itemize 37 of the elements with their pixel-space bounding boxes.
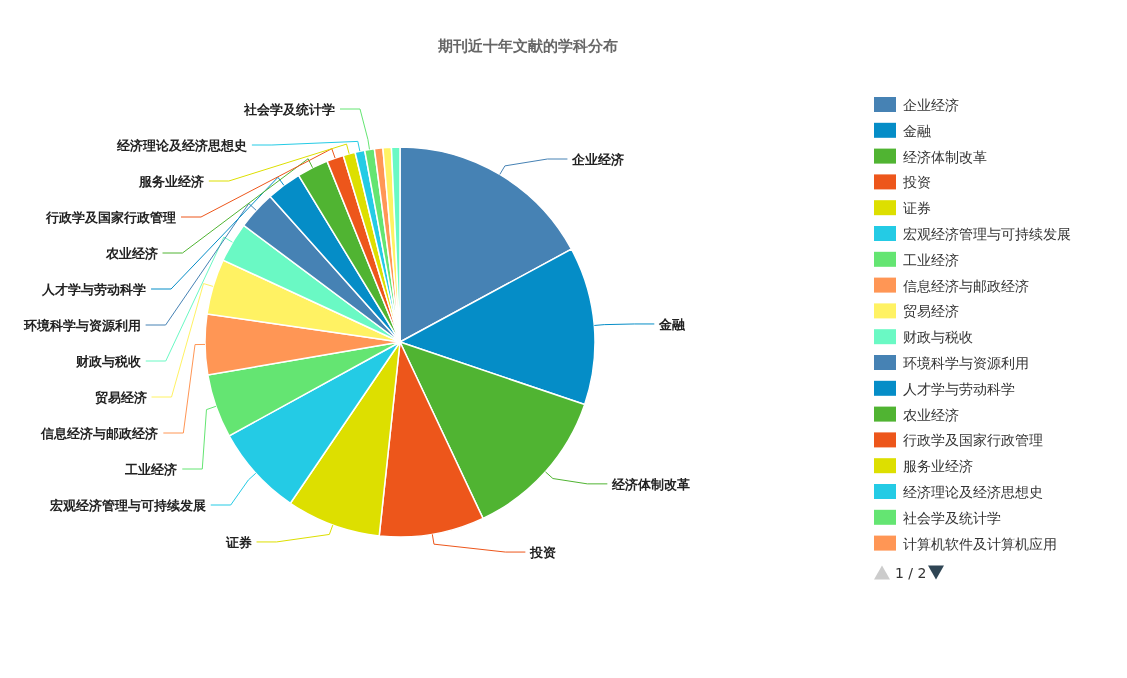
legend-label: 企业经济 — [903, 97, 959, 113]
legend-label: 人才学与劳动科学 — [903, 380, 1015, 397]
slice-label: 行政学及国家行政管理 — [45, 210, 176, 225]
legend-label: 证券 — [903, 200, 931, 217]
legend-label: 财政与税收 — [903, 329, 973, 346]
slice-label: 服务业经济 — [137, 174, 204, 189]
legend-label: 社会学及统计学 — [903, 509, 1001, 526]
slice-label: 农业经济 — [104, 246, 158, 261]
legend-label: 行政学及国家行政管理 — [903, 432, 1043, 449]
slice-label: 证券 — [224, 534, 252, 550]
legend-label: 服务业经济 — [903, 458, 973, 475]
legend-label: 环境科学与资源利用 — [903, 355, 1029, 371]
legend-label: 贸易经济 — [903, 303, 959, 320]
slice-label: 贸易经济 — [94, 390, 147, 405]
chart-title: 期刊近十年文献的学科分布 — [437, 37, 618, 55]
slice-label: 经济体制改革 — [611, 476, 691, 492]
slice-label: 宏观经济管理与可持续发展 — [48, 498, 206, 513]
slice-label: 工业经济 — [124, 462, 178, 477]
slice-label: 人才学与劳动科学 — [41, 282, 147, 297]
slice-label: 经济理论及经济思想史 — [115, 138, 247, 153]
legend-label: 计算机软件及计算机应用 — [903, 535, 1057, 552]
legend-label: 经济理论及经济思想史 — [903, 484, 1043, 500]
slice-label: 投资 — [529, 545, 557, 561]
legend-label: 信息经济与邮政经济 — [903, 277, 1029, 294]
slice-label: 企业经济 — [571, 152, 625, 167]
legend-label: 金融 — [903, 122, 931, 139]
legend-label: 工业经济 — [903, 251, 959, 268]
legend-label: 投资 — [902, 174, 931, 191]
slice-label: 金融 — [658, 316, 687, 332]
slice-label: 信息经济与邮政经济 — [40, 426, 159, 441]
slice-label: 社会学及统计学 — [243, 102, 335, 117]
text: 1 / 2 — [895, 565, 927, 582]
slice-label: 财政与税收 — [74, 354, 142, 369]
slice-label: 环境科学与资源利用 — [22, 318, 141, 333]
legend-label: 宏观经济管理与可持续发展 — [903, 226, 1071, 242]
legend-label: 经济体制改革 — [903, 148, 987, 165]
legend-label: 农业经济 — [903, 406, 959, 423]
